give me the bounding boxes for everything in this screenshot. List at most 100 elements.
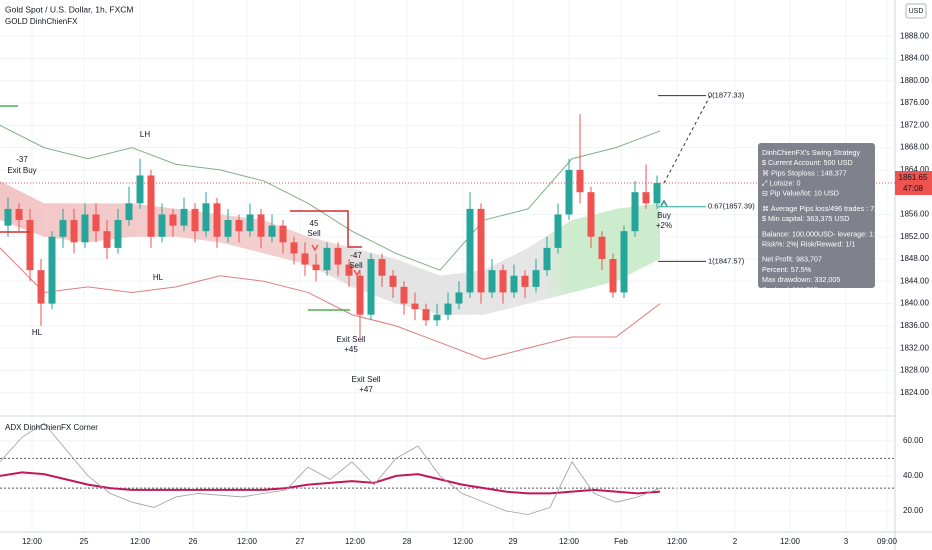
candle-body [224,220,232,237]
annotation: +2% [656,221,672,230]
annotation: HL [32,328,43,337]
y-tick-label: 1884.00 [900,54,929,63]
candle-body [433,314,441,321]
y-tick-label: 1824.00 [900,388,929,397]
candle-body [367,259,375,315]
candle-body [268,225,276,237]
candle-body [257,214,265,237]
currency[interactable]: USD [909,8,924,15]
x-tick-label: 12:00 [237,537,258,546]
x-tick-label: 3 [844,537,849,546]
x-tick-label: 29 [509,537,518,546]
info-line: Risk%: 2%| Risk/Reward: 1/1 [762,240,855,249]
candle-body [279,225,287,243]
y-tick-label: 1868.00 [900,143,929,152]
candle-body [125,203,133,221]
x-tick-label: 12:00 [667,537,688,546]
price-tag [895,170,932,195]
annotation: Sell [349,261,363,270]
candle-body [554,214,562,248]
x-tick-label: 12:00 [345,537,366,546]
candle-body [411,303,419,310]
y-tick-label: 1888.00 [900,31,929,40]
candle-body [81,214,89,243]
candle-body [543,247,551,271]
candle-body [532,270,540,287]
indicator-title: ADX DinhChienFX Corner [5,423,98,432]
candle-body [620,231,628,293]
x-tick-label: 26 [189,537,198,546]
info-line: Max drawdown: 332,005 [762,275,840,284]
x-tick-label: 28 [403,537,412,546]
candle-body [202,203,210,232]
candle-body [477,208,485,293]
candle-body [26,220,34,271]
candle-body [565,169,573,215]
x-tick-label: 12:00 [559,537,580,546]
candle-body [48,236,56,304]
x-tick-label: 12:00 [130,537,151,546]
candle-body [70,220,78,243]
candle-body [334,247,342,265]
chart-title: Gold Spot / U.S. Dollar, 1h, FXCM [5,4,134,14]
countdown: 47:08 [903,184,924,193]
fib-label: 0(1877.33) [708,91,745,100]
candle-body [147,175,155,237]
candle-body [235,220,243,232]
candle-body [609,259,617,293]
x-tick-label: 2 [733,537,738,546]
info-line: $ Current Account: 500 USD [762,158,853,167]
y-tick-label: 1836.00 [900,321,929,330]
candle-body [642,192,650,204]
y-tick-label: 1832.00 [900,343,929,352]
y-tick-label: 1848.00 [900,254,929,263]
annotation: Sell [307,229,321,238]
info-line: Net Profit: 983,707 [762,255,822,264]
info-line: Percent: 57.5% [762,265,812,274]
info-line: $ Min capital: 363,375 USD [762,214,850,223]
candle-body [4,208,12,226]
stop-lines [0,105,350,311]
indicator-line [0,471,661,495]
candle-body [521,275,529,287]
candle-body [114,220,122,248]
stop-lines [0,210,362,248]
y-tick-label: 1872.00 [900,120,929,129]
x-tick-label: 25 [80,537,89,546]
candle-body [510,275,518,293]
info-line: Balance: 100,000USD- leverage: 1:1 [762,229,879,238]
info-line: ⌘ Average Pips loss/496 trades : 72,675 [762,204,892,213]
info-line: ⊟ Pip Value/lot: 10 USD [762,189,839,198]
y-tick-label: 20.00 [903,506,924,515]
candle-body [444,303,452,315]
y-tick-label: 1876.00 [900,98,929,107]
info-box: DinhChienFX's Swing Strategy$ Current Ac… [758,143,892,294]
fib-label: 1(1847.57) [708,256,745,265]
candle-body [631,192,639,232]
x-tick-label: 12:00 [780,537,801,546]
x-tick-label: 12:00 [22,537,43,546]
annotation: -47 [350,251,362,260]
annotation: 45 [310,219,319,228]
annotation: +45 [344,345,358,354]
info-panel [758,143,875,288]
indicator-line [0,422,661,515]
candle-body [59,220,67,237]
y-tick-label: 1840.00 [900,299,929,308]
candle-body [378,259,386,276]
annotation: HL [153,273,164,282]
candle-body [488,270,496,293]
info-line: Equity: 1,083,707 [762,285,818,294]
candle-body [400,286,408,304]
currency-button[interactable] [905,3,927,19]
y-tick-label: 1864.00 [900,165,929,174]
y-tick-label: 1852.00 [900,232,929,241]
candle-body [499,270,507,293]
annotation: LH [140,130,150,139]
annotation: Exit Buy [7,166,36,175]
x-tick-label: 09:00 [877,537,898,546]
candle-body [598,236,606,260]
